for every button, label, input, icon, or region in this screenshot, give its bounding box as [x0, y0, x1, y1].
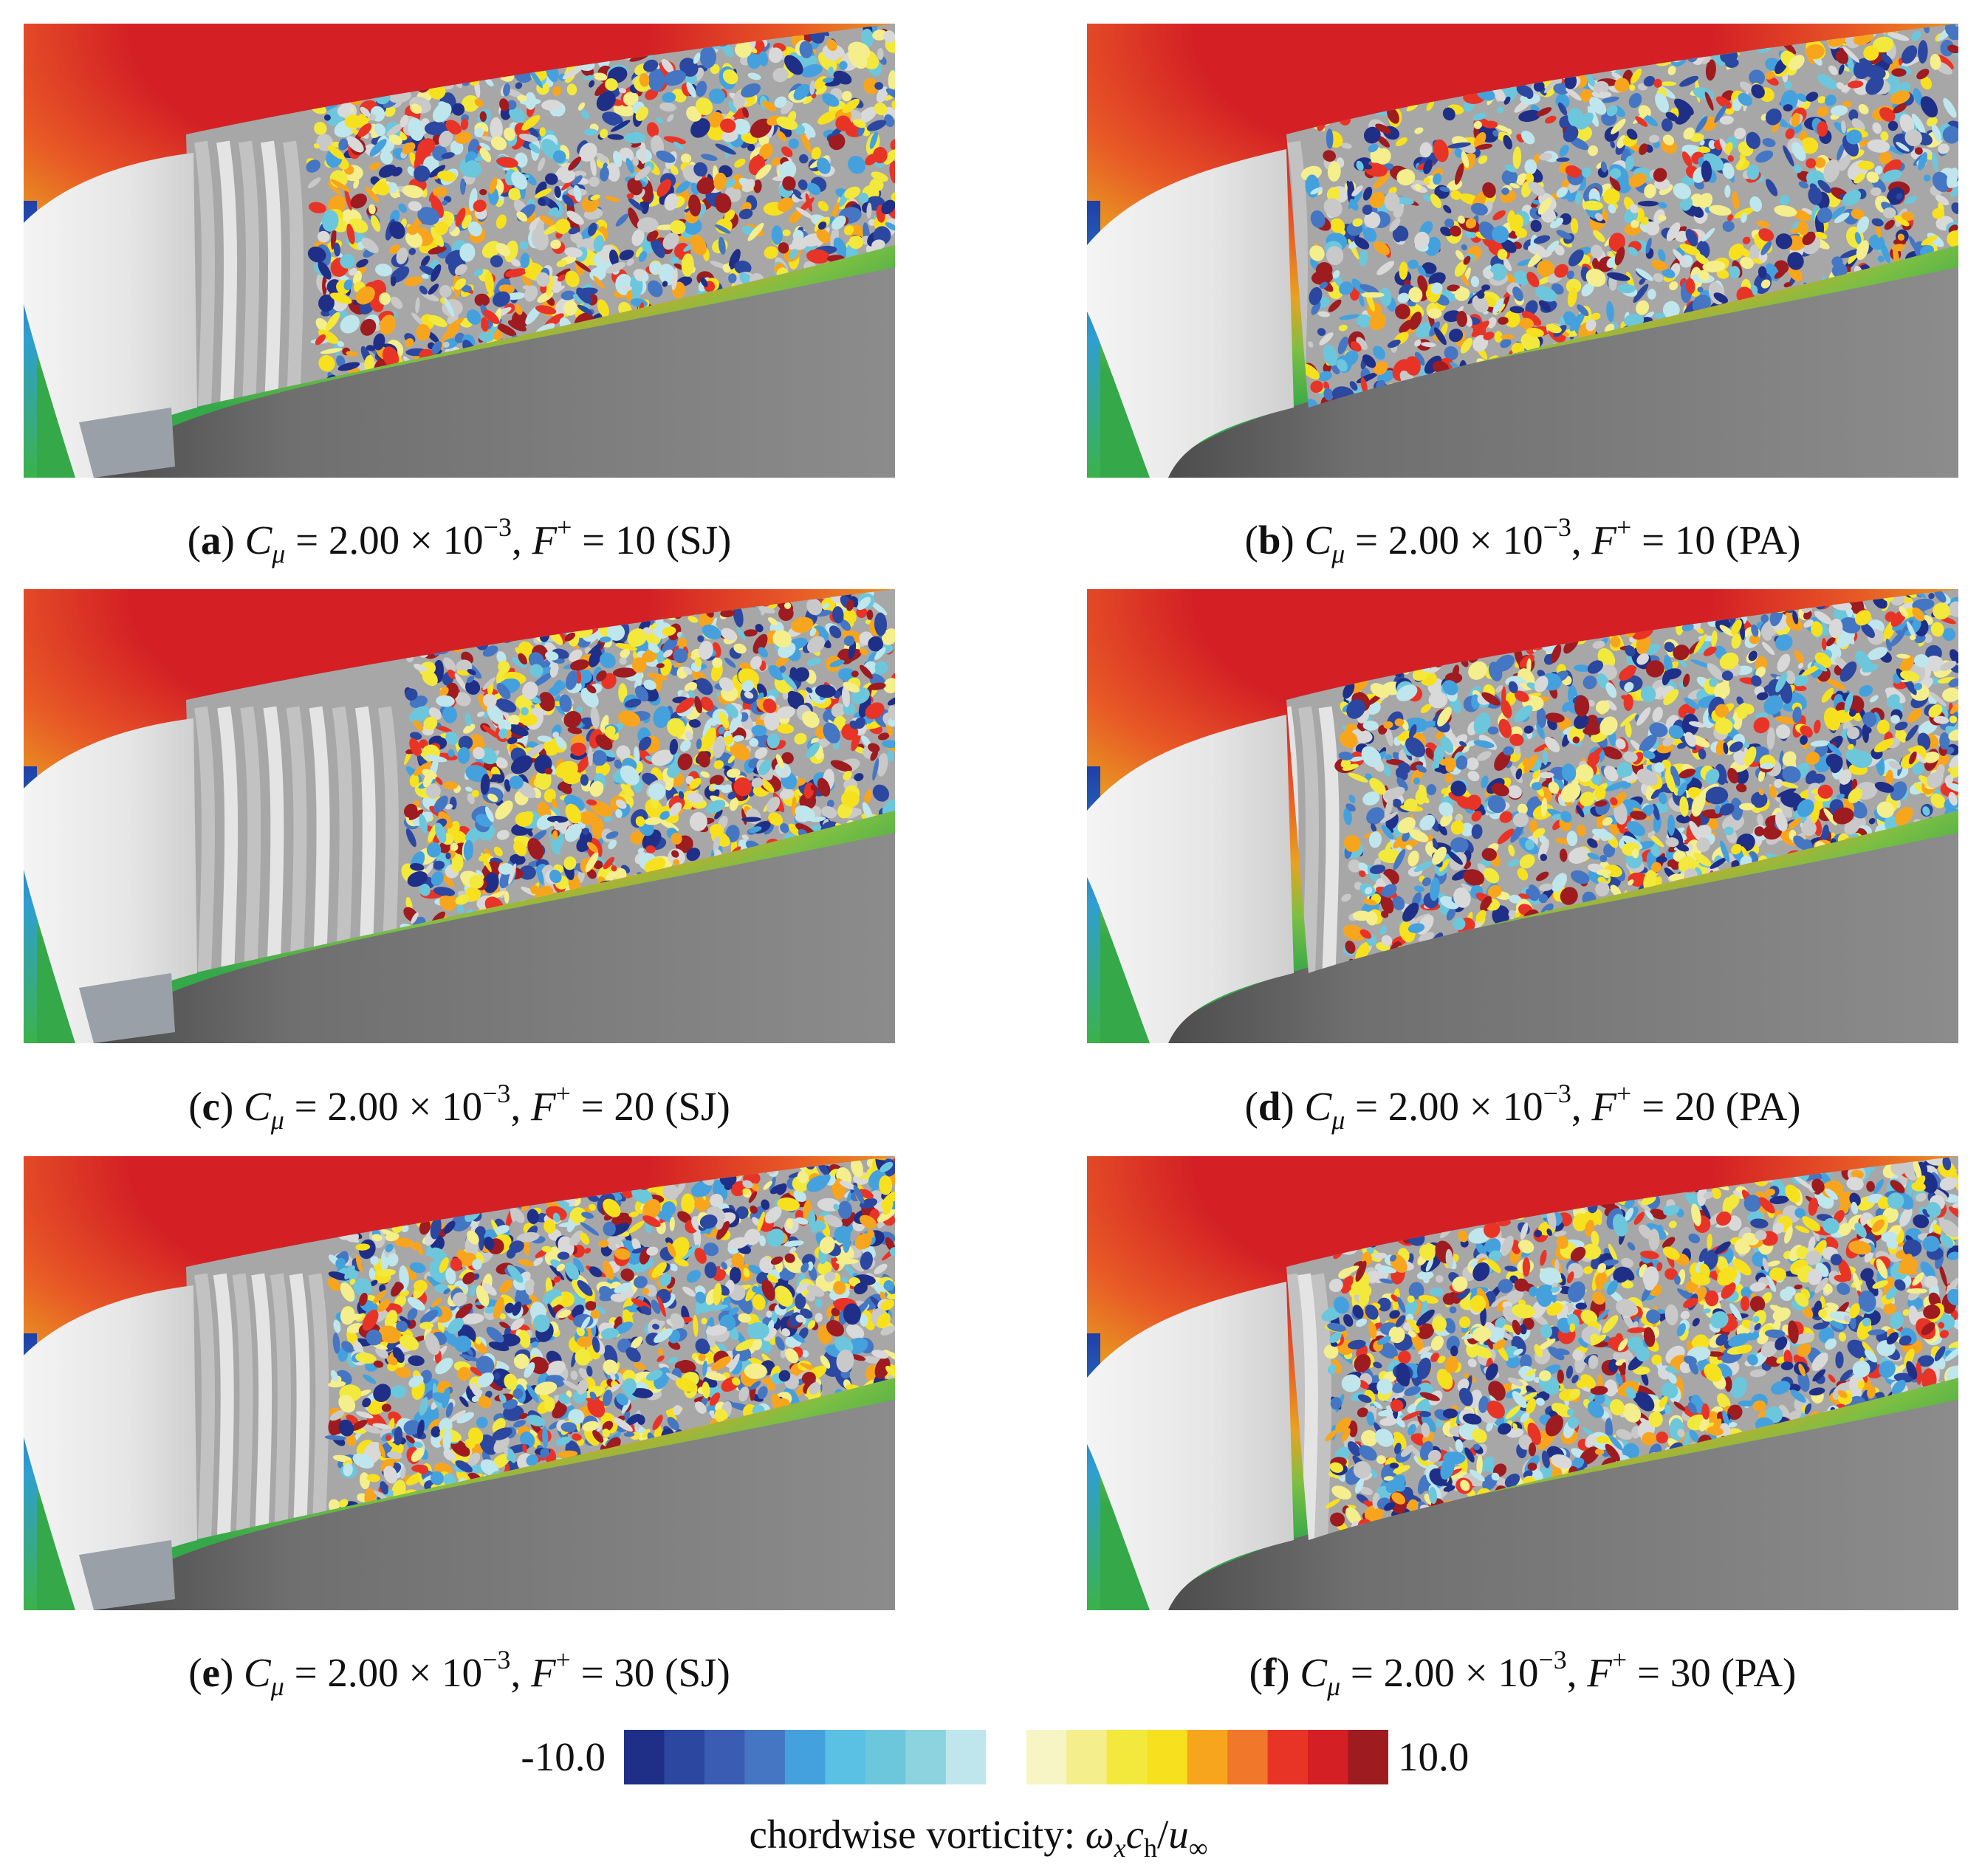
caption-cmu-exponent: −3: [482, 1079, 511, 1108]
caption-fplus-value: 10: [1674, 518, 1715, 563]
caption-cmu-value: 2.00: [327, 1084, 399, 1129]
panel-d-image: [1087, 589, 1958, 1043]
colorbar-swatch: [784, 1730, 826, 1784]
colorbar-swatch: [905, 1730, 947, 1784]
caption-a: (a) Cμ = 2.00 × 10−3, F+ = 10 (SJ): [187, 512, 732, 568]
caption-method: (PA): [1725, 518, 1801, 563]
panel-e-image: [24, 1156, 895, 1610]
colorbar-swatch: [986, 1730, 1027, 1784]
caption-letter: f: [1262, 1650, 1277, 1695]
caption-cmu-exponent: −3: [1538, 1645, 1567, 1674]
caption-method: (PA): [1721, 1650, 1797, 1695]
panel-a-image: [24, 24, 895, 478]
caption-letter: c: [202, 1084, 220, 1129]
colorbar-swatch: [1187, 1730, 1228, 1784]
caption-cmu-value: 2.00: [1388, 518, 1460, 563]
caption-e: (e) Cμ = 2.00 × 10−3, F+ = 30 (SJ): [188, 1645, 730, 1701]
colorbar-swatch: [1026, 1730, 1067, 1784]
colorbar: [624, 1730, 1388, 1784]
caption-fplus-value: 20: [1674, 1084, 1715, 1129]
caption-cmu-exponent: −3: [1543, 512, 1571, 542]
caption-cmu-value: 2.00: [1383, 1650, 1455, 1695]
caption-letter: d: [1258, 1084, 1281, 1129]
colorbar-swatch: [1147, 1730, 1188, 1784]
colorbar-title: chordwise vorticity: ωxch/u∞: [749, 1812, 1208, 1863]
caption-cmu-value: 2.00: [328, 518, 400, 563]
colorbar-title-text: chordwise vorticity:: [749, 1812, 1086, 1857]
caption-b: (b) Cμ = 2.00 × 10−3, F+ = 10 (PA): [1244, 512, 1801, 568]
caption-letter: b: [1258, 518, 1281, 563]
colorbar-swatch: [825, 1730, 866, 1784]
caption-method: (PA): [1725, 1084, 1801, 1129]
colorbar-swatch: [945, 1730, 987, 1784]
colorbar-min-label: -10.0: [521, 1734, 606, 1779]
caption-cmu-exponent: −3: [482, 1645, 511, 1674]
caption-method: (SJ): [665, 518, 732, 563]
caption-letter: a: [201, 518, 222, 563]
caption-c: (c) Cμ = 2.00 × 10−3, F+ = 20 (SJ): [188, 1079, 730, 1135]
colorbar-swatch: [704, 1730, 746, 1784]
panel-b-image: [1087, 24, 1958, 478]
colorbar-swatch: [1348, 1730, 1388, 1784]
colorbar-swatch: [1106, 1730, 1148, 1784]
panel-c-image: [24, 589, 895, 1043]
caption-method: (SJ): [665, 1650, 730, 1695]
caption-cmu-value: 2.00: [1388, 1084, 1460, 1129]
caption-cmu-value: 2.00: [327, 1650, 399, 1695]
caption-d: (d) Cμ = 2.00 × 10−3, F+ = 20 (PA): [1244, 1079, 1801, 1135]
caption-cmu-exponent: −3: [483, 512, 512, 542]
colorbar-swatch: [865, 1730, 906, 1784]
caption-f: (f) Cμ = 2.00 × 10−3, F+ = 30 (PA): [1249, 1645, 1797, 1701]
colorbar-swatch: [1308, 1730, 1349, 1784]
colorbar-swatch: [1267, 1730, 1309, 1784]
caption-fplus-value: 30: [614, 1650, 655, 1695]
caption-letter: e: [202, 1650, 220, 1695]
caption-method: (SJ): [665, 1084, 730, 1129]
caption-cmu-exponent: −3: [1543, 1079, 1571, 1108]
colorbar-max-label: 10.0: [1398, 1734, 1470, 1779]
colorbar-swatch: [664, 1730, 705, 1784]
panel-f-image: [1087, 1156, 1958, 1610]
colorbar-swatch: [744, 1730, 786, 1784]
caption-fplus-value: 10: [614, 518, 656, 563]
colorbar-swatch: [1227, 1730, 1269, 1784]
caption-fplus-value: 30: [1670, 1650, 1711, 1695]
caption-fplus-value: 20: [614, 1084, 655, 1129]
colorbar-swatch: [1066, 1730, 1108, 1784]
colorbar-swatch: [624, 1730, 665, 1784]
